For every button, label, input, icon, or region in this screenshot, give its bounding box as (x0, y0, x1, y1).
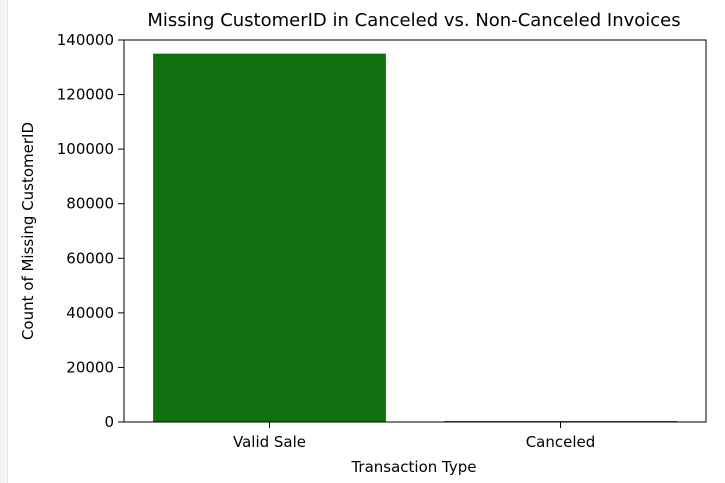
x-axis-label: Transaction Type (350, 458, 476, 476)
y-tick-label: 140000 (57, 31, 114, 49)
chart-title: Missing CustomerID in Canceled vs. Non-C… (147, 10, 680, 31)
bar-valid-sale (153, 53, 386, 423)
plot-frame (123, 39, 707, 423)
bars (153, 53, 677, 423)
y-tick-label: 20000 (66, 358, 114, 376)
bar-canceled (444, 420, 677, 422)
y-axis-label: Count of Missing CustomerID (19, 122, 37, 340)
notebook-gutter (0, 0, 8, 483)
x-tick-label: Valid Sale (233, 433, 306, 451)
y-tick-label: 0 (104, 413, 114, 431)
y-tick-label: 40000 (66, 304, 114, 322)
x-axis: Valid Sale Canceled (233, 422, 595, 451)
y-tick-label: 100000 (57, 140, 114, 158)
plot-area: 020000400006000080000100000120000140000 … (57, 31, 707, 451)
y-tick-label: 80000 (66, 195, 114, 213)
x-tick-label: Canceled (526, 433, 596, 451)
y-tick-label: 60000 (66, 249, 114, 267)
y-tick-label: 120000 (57, 86, 114, 104)
y-axis: 0 20000 40000 60000 80000 100000 120000 140000 (57, 31, 124, 431)
